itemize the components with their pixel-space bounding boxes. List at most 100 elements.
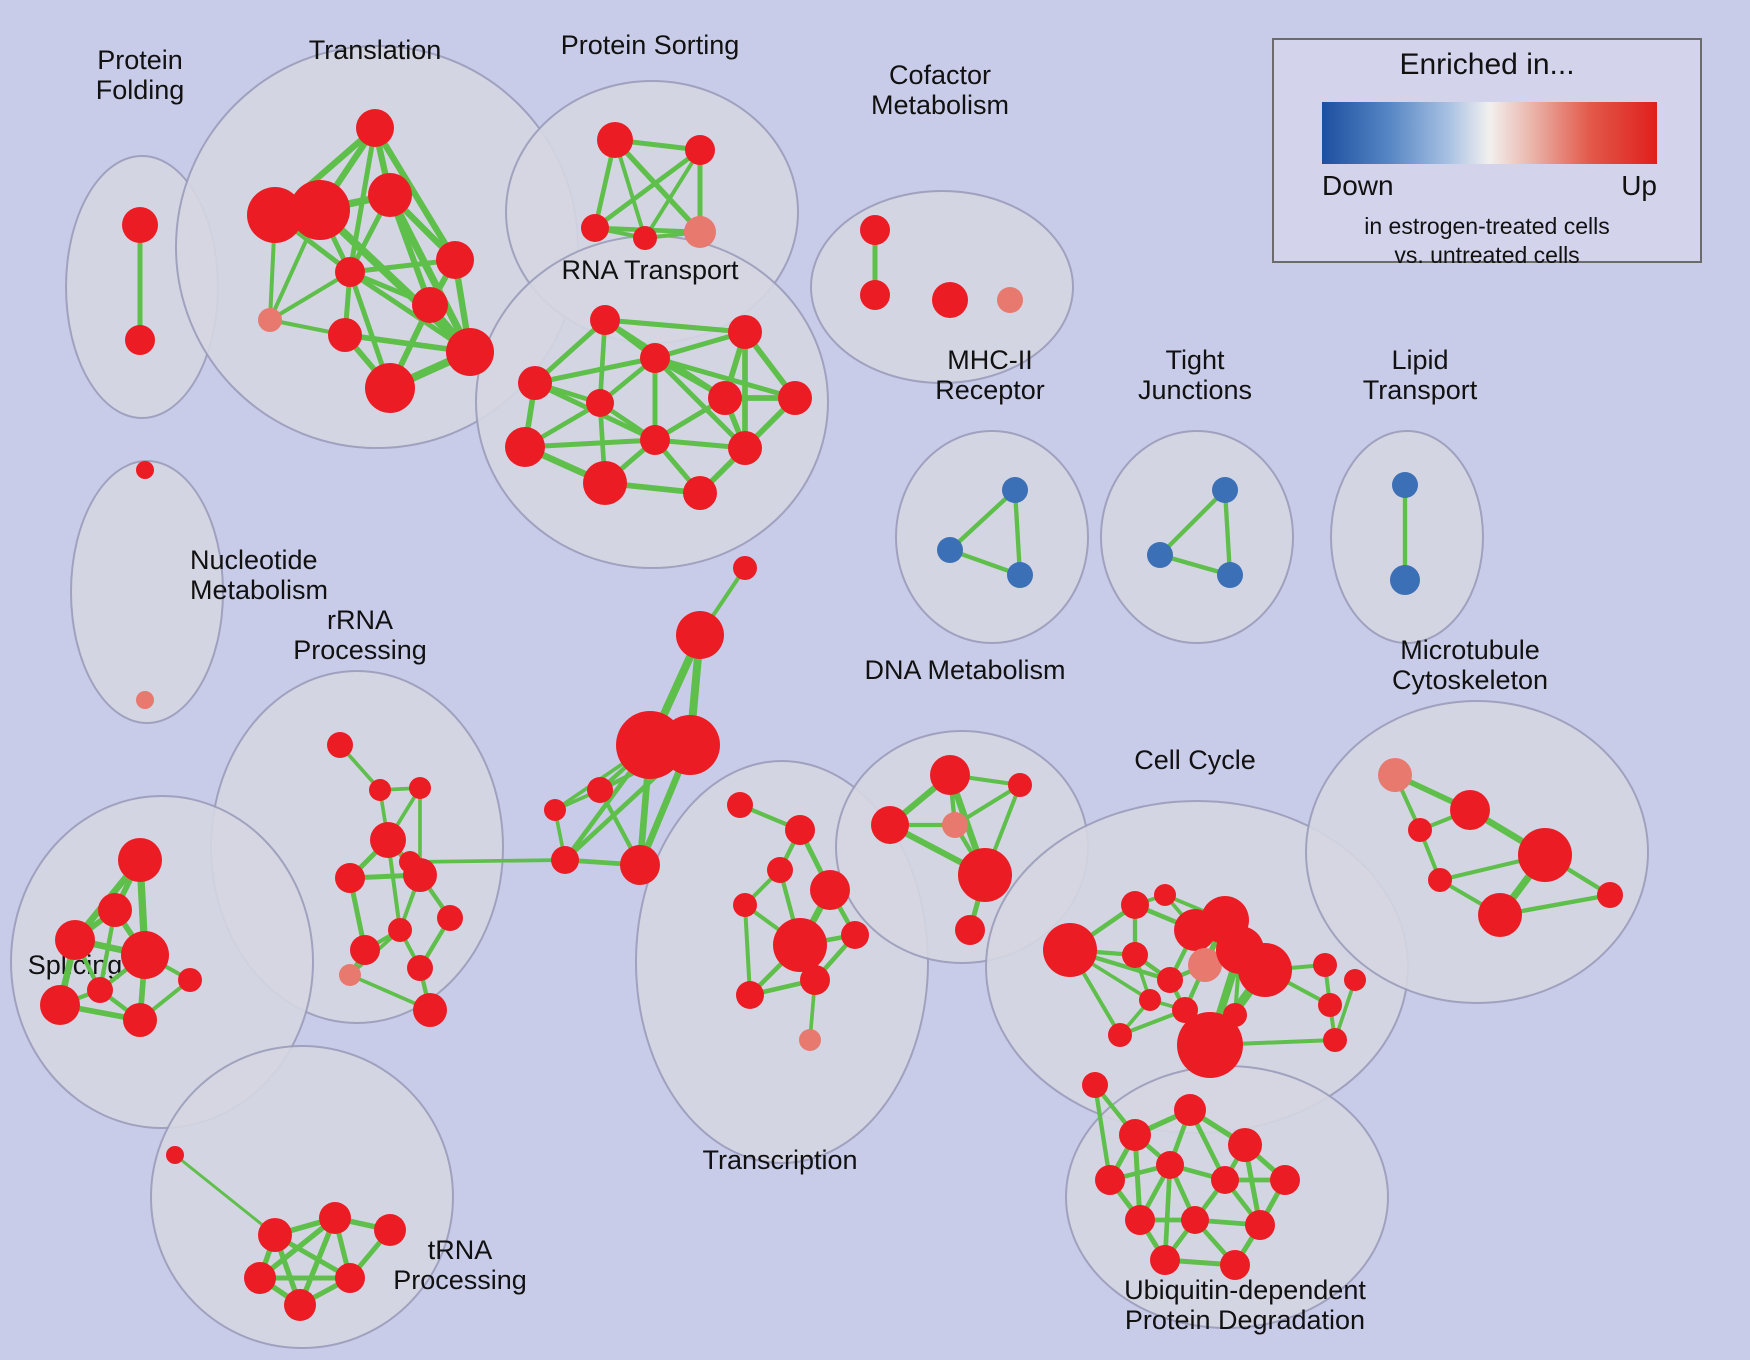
gene-set-node-microtubule_cytoskeleton-6[interactable] <box>1597 882 1623 908</box>
gene-set-node-central_path-8[interactable] <box>399 851 421 873</box>
gene-set-node-translation-0[interactable] <box>356 109 394 147</box>
gene-set-node-translation-10[interactable] <box>365 363 415 413</box>
gene-set-node-trna_processing-5[interactable] <box>335 1263 365 1293</box>
gene-set-node-translation-2[interactable] <box>368 173 412 217</box>
gene-set-node-translation-9[interactable] <box>446 328 494 376</box>
gene-set-node-protein_sorting-0[interactable] <box>597 122 633 158</box>
gene-set-node-protein_sorting-4[interactable] <box>684 216 716 248</box>
gene-set-node-ubiquitin_protein_degradation-8[interactable] <box>1125 1205 1155 1235</box>
gene-set-node-cofactor_metabolism-1[interactable] <box>860 280 890 310</box>
gene-set-node-cofactor_metabolism-2[interactable] <box>932 282 968 318</box>
gene-set-node-rrna_processing-0[interactable] <box>327 732 353 758</box>
gene-set-node-dna_metabolism-5[interactable] <box>955 915 985 945</box>
gene-set-node-rrna_processing-8[interactable] <box>437 905 463 931</box>
gene-set-node-translation-5[interactable] <box>335 257 365 287</box>
gene-set-node-rrna_processing-11[interactable] <box>413 993 447 1027</box>
gene-set-node-ubiquitin_protein_degradation-0[interactable] <box>1082 1072 1108 1098</box>
gene-set-node-trna_processing-3[interactable] <box>374 1214 406 1246</box>
gene-set-node-mhc_ii_receptor-2[interactable] <box>1007 562 1033 588</box>
gene-set-node-transcription-1[interactable] <box>785 815 815 845</box>
gene-set-node-ubiquitin_protein_degradation-12[interactable] <box>1220 1250 1250 1280</box>
gene-set-node-central_path-3[interactable] <box>660 715 720 775</box>
gene-set-node-cell_cycle-18[interactable] <box>1344 969 1366 991</box>
gene-set-node-tight_junctions-1[interactable] <box>1147 542 1173 568</box>
gene-set-node-ubiquitin_protein_degradation-10[interactable] <box>1245 1210 1275 1240</box>
gene-set-node-trna_processing-0[interactable] <box>166 1146 184 1164</box>
gene-set-node-cell_cycle-12[interactable] <box>1108 1023 1132 1047</box>
gene-set-node-rrna_processing-3[interactable] <box>370 822 406 858</box>
gene-set-node-rna_transport-3[interactable] <box>518 366 552 400</box>
gene-set-node-ubiquitin_protein_degradation-1[interactable] <box>1119 1119 1151 1151</box>
gene-set-node-nucleotide_metabolism-0[interactable] <box>136 461 154 479</box>
gene-set-node-translation-8[interactable] <box>328 318 362 352</box>
gene-set-node-translation-7[interactable] <box>258 308 282 332</box>
gene-set-node-cell_cycle-17[interactable] <box>1323 1028 1347 1052</box>
gene-set-node-microtubule_cytoskeleton-5[interactable] <box>1478 893 1522 937</box>
gene-set-node-rna_transport-5[interactable] <box>708 381 742 415</box>
gene-set-node-central_path-1[interactable] <box>676 611 724 659</box>
gene-set-node-ubiquitin_protein_degradation-6[interactable] <box>1211 1166 1239 1194</box>
gene-set-node-splicing-1[interactable] <box>98 893 132 927</box>
gene-set-node-cell_cycle-9[interactable] <box>1238 943 1292 997</box>
gene-set-node-transcription-6[interactable] <box>841 921 869 949</box>
gene-set-node-central_path-5[interactable] <box>587 777 613 803</box>
gene-set-node-cofactor_metabolism-3[interactable] <box>997 287 1023 313</box>
gene-set-node-rna_transport-8[interactable] <box>640 425 670 455</box>
gene-set-node-rna_transport-9[interactable] <box>728 431 762 465</box>
gene-set-node-rna_transport-7[interactable] <box>505 427 545 467</box>
gene-set-node-microtubule_cytoskeleton-3[interactable] <box>1518 828 1572 882</box>
gene-set-node-tight_junctions-2[interactable] <box>1217 562 1243 588</box>
gene-set-node-central_path-6[interactable] <box>551 846 579 874</box>
gene-set-node-splicing-4[interactable] <box>87 977 113 1003</box>
gene-set-node-rna_transport-2[interactable] <box>640 343 670 373</box>
gene-set-node-cell_cycle-5[interactable] <box>1122 942 1148 968</box>
gene-set-node-transcription-2[interactable] <box>767 857 793 883</box>
gene-set-node-rrna_processing-10[interactable] <box>407 955 433 981</box>
gene-set-node-rna_transport-6[interactable] <box>778 381 812 415</box>
gene-set-node-ubiquitin_protein_degradation-2[interactable] <box>1174 1094 1206 1126</box>
gene-set-node-rna_transport-11[interactable] <box>683 476 717 510</box>
gene-set-node-mhc_ii_receptor-1[interactable] <box>937 537 963 563</box>
gene-set-node-central_path-7[interactable] <box>620 845 660 885</box>
gene-set-node-cofactor_metabolism-0[interactable] <box>860 215 890 245</box>
gene-set-node-rrna_processing-6[interactable] <box>388 918 412 942</box>
gene-set-node-rrna_processing-7[interactable] <box>350 935 380 965</box>
gene-set-node-splicing-0[interactable] <box>118 838 162 882</box>
gene-set-node-protein_folding-0[interactable] <box>122 207 158 243</box>
gene-set-node-protein_sorting-1[interactable] <box>685 135 715 165</box>
gene-set-node-dna_metabolism-1[interactable] <box>1008 773 1032 797</box>
gene-set-node-cell_cycle-16[interactable] <box>1318 993 1342 1017</box>
gene-set-node-transcription-8[interactable] <box>736 981 764 1009</box>
gene-set-node-rna_transport-10[interactable] <box>583 461 627 505</box>
gene-set-node-dna_metabolism-0[interactable] <box>930 755 970 795</box>
gene-set-node-cell_cycle-10[interactable] <box>1139 989 1161 1011</box>
gene-set-node-protein_folding-1[interactable] <box>125 325 155 355</box>
gene-set-node-translation-6[interactable] <box>412 287 448 323</box>
gene-set-node-nucleotide_metabolism-1[interactable] <box>136 691 154 709</box>
gene-set-node-splicing-6[interactable] <box>123 1003 157 1037</box>
gene-set-node-cell_cycle-0[interactable] <box>1043 923 1097 977</box>
gene-set-node-rna_transport-0[interactable] <box>590 305 620 335</box>
gene-set-node-trna_processing-6[interactable] <box>284 1289 316 1321</box>
gene-set-node-cell_cycle-6[interactable] <box>1157 967 1183 993</box>
gene-set-node-trna_processing-2[interactable] <box>319 1202 351 1234</box>
gene-set-node-transcription-0[interactable] <box>727 792 753 818</box>
gene-set-node-cell_cycle-2[interactable] <box>1154 884 1176 906</box>
gene-set-node-ubiquitin_protein_degradation-11[interactable] <box>1150 1245 1180 1275</box>
gene-set-node-rrna_processing-2[interactable] <box>409 777 431 799</box>
gene-set-node-microtubule_cytoskeleton-2[interactable] <box>1450 790 1490 830</box>
gene-set-node-mhc_ii_receptor-0[interactable] <box>1002 477 1028 503</box>
gene-set-node-central_path-4[interactable] <box>544 799 566 821</box>
gene-set-node-dna_metabolism-3[interactable] <box>942 812 968 838</box>
gene-set-node-cell_cycle-15[interactable] <box>1313 953 1337 977</box>
gene-set-node-ubiquitin_protein_degradation-7[interactable] <box>1270 1165 1300 1195</box>
gene-set-node-microtubule_cytoskeleton-1[interactable] <box>1408 818 1432 842</box>
gene-set-node-splicing-7[interactable] <box>178 968 202 992</box>
gene-set-node-central_path-0[interactable] <box>733 556 757 580</box>
gene-set-node-dna_metabolism-2[interactable] <box>871 806 909 844</box>
gene-set-node-rna_transport-1[interactable] <box>728 315 762 349</box>
gene-set-node-dna_metabolism-4[interactable] <box>958 848 1012 902</box>
gene-set-node-protein_sorting-2[interactable] <box>581 214 609 242</box>
gene-set-node-translation-4[interactable] <box>436 241 474 279</box>
gene-set-node-rrna_processing-1[interactable] <box>369 779 391 801</box>
